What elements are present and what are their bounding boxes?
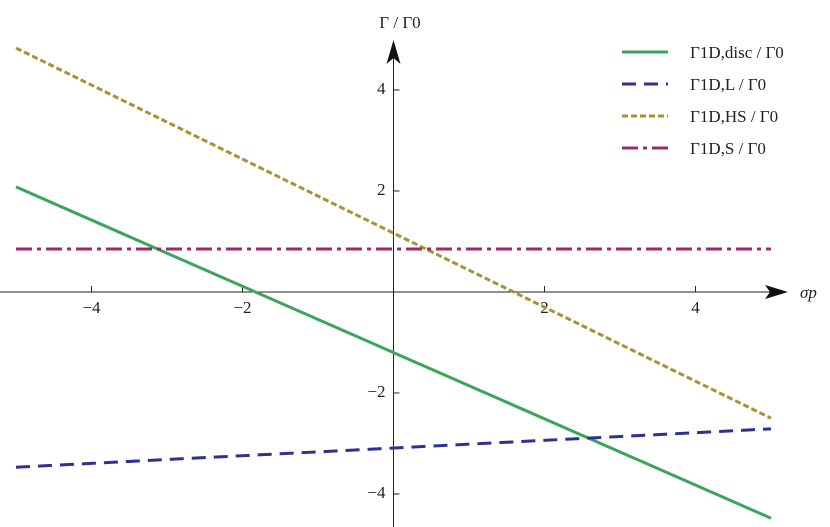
series-line [15,427,772,469]
y-axis-arrow [386,40,401,64]
legend-label: Γ1D,L / Γ0 [690,75,766,94]
x-axis-arrow [765,284,788,299]
x-tick-label: −4 [82,298,101,317]
legend-label: Γ1D,disc / Γ0 [690,43,784,62]
y-axis-label: Γ / Γ0 [379,13,420,32]
y-tick-label: −2 [367,382,385,401]
y-tick-label: 4 [377,79,386,98]
legend-label: Γ1D,HS / Γ0 [690,107,778,126]
x-tick-label: 4 [691,298,700,317]
y-tick-label: −4 [367,483,386,502]
series-line [15,185,772,520]
x-tick-label: −2 [233,298,251,317]
series-line [15,46,772,420]
y-tick-label: 2 [377,180,386,199]
x-axis-label: σp [800,283,817,302]
legend-label: Γ1D,S / Γ0 [690,139,766,158]
